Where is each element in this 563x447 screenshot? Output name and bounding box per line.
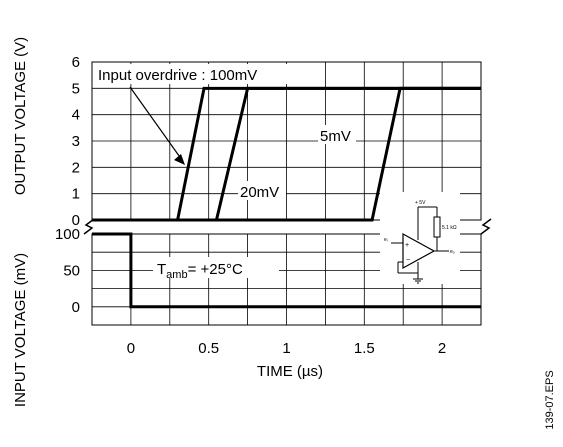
lower-y-axis-label: INPUT VOLTAGE (mV) xyxy=(12,253,29,407)
upper-y-tick-label: 0 xyxy=(72,212,80,229)
upper-y-tick-label: 2 xyxy=(72,159,80,176)
x-tick-label: 1 xyxy=(282,340,290,357)
upper-y-tick-label: 1 xyxy=(72,186,80,203)
resistor-symbol xyxy=(433,216,441,238)
input-series-group xyxy=(92,232,481,309)
overdrive-arrow-line xyxy=(129,86,183,161)
upper-y-tick-label: 4 xyxy=(72,107,80,124)
comparator-minus: − xyxy=(406,257,410,264)
supply-label: + 5V xyxy=(415,200,426,206)
comparator-plus: + xyxy=(405,242,409,249)
label-5mv-bg xyxy=(318,125,356,144)
tamb-suffix: = +25°C xyxy=(188,261,243,278)
tamb-label-bg xyxy=(153,257,279,278)
input-series xyxy=(92,232,481,309)
x-tick-labels: 0 0.5 1 1.5 2 xyxy=(127,340,447,357)
input-label: eᵢ xyxy=(384,237,388,243)
upper-y-tick-label: 3 xyxy=(72,133,80,150)
overdrive-label-bg xyxy=(95,64,309,84)
tamb-subscript: amb xyxy=(166,269,187,281)
lower-y-tick-labels: 0 50 100 xyxy=(55,226,80,316)
x-tick-label: 0.5 xyxy=(198,340,219,357)
figure-id: 139-07.EPS xyxy=(544,370,556,429)
upper-y-tick-labels: 0 1 2 3 4 5 6 xyxy=(72,54,80,229)
lower-y-tick-label: 0 xyxy=(72,299,80,316)
output-series-group xyxy=(92,86,481,222)
comparator-symbol xyxy=(402,232,436,270)
x-tick-label: 0 xyxy=(127,340,135,357)
overdrive-arrow-head xyxy=(174,154,185,165)
test-circuit-schematic: + 5V 5.1 kΩ + − eₒ eᵢ xyxy=(380,192,460,284)
output-label: eₒ xyxy=(450,249,455,255)
lower-y-tick-label: 50 xyxy=(63,262,80,279)
x-tick-label: 1.5 xyxy=(354,340,375,357)
upper-y-tick-label: 5 xyxy=(72,80,80,97)
resistor-label: 5.1 kΩ xyxy=(442,225,457,231)
x-tick-label: 2 xyxy=(438,340,446,357)
label-20mv-bg xyxy=(238,181,286,200)
left-break-mark xyxy=(83,218,95,235)
lower-y-tick-label: 100 xyxy=(55,226,80,243)
right-break-mark xyxy=(480,218,492,235)
x-axis-label: TIME (µs) xyxy=(257,363,323,380)
output-series-5mv xyxy=(92,86,481,222)
tamb-label: Tamb= +25°C xyxy=(157,261,243,281)
tamb-prefix: T xyxy=(157,261,166,278)
upper-y-tick-label: 6 xyxy=(72,54,80,71)
overdrive-label: Input overdrive : 100mV xyxy=(98,67,257,84)
label-5mv: 5mV xyxy=(320,128,351,145)
upper-y-axis-label: OUTPUT VOLTAGE (V) xyxy=(12,37,29,195)
label-20mv: 20mV xyxy=(240,184,279,201)
